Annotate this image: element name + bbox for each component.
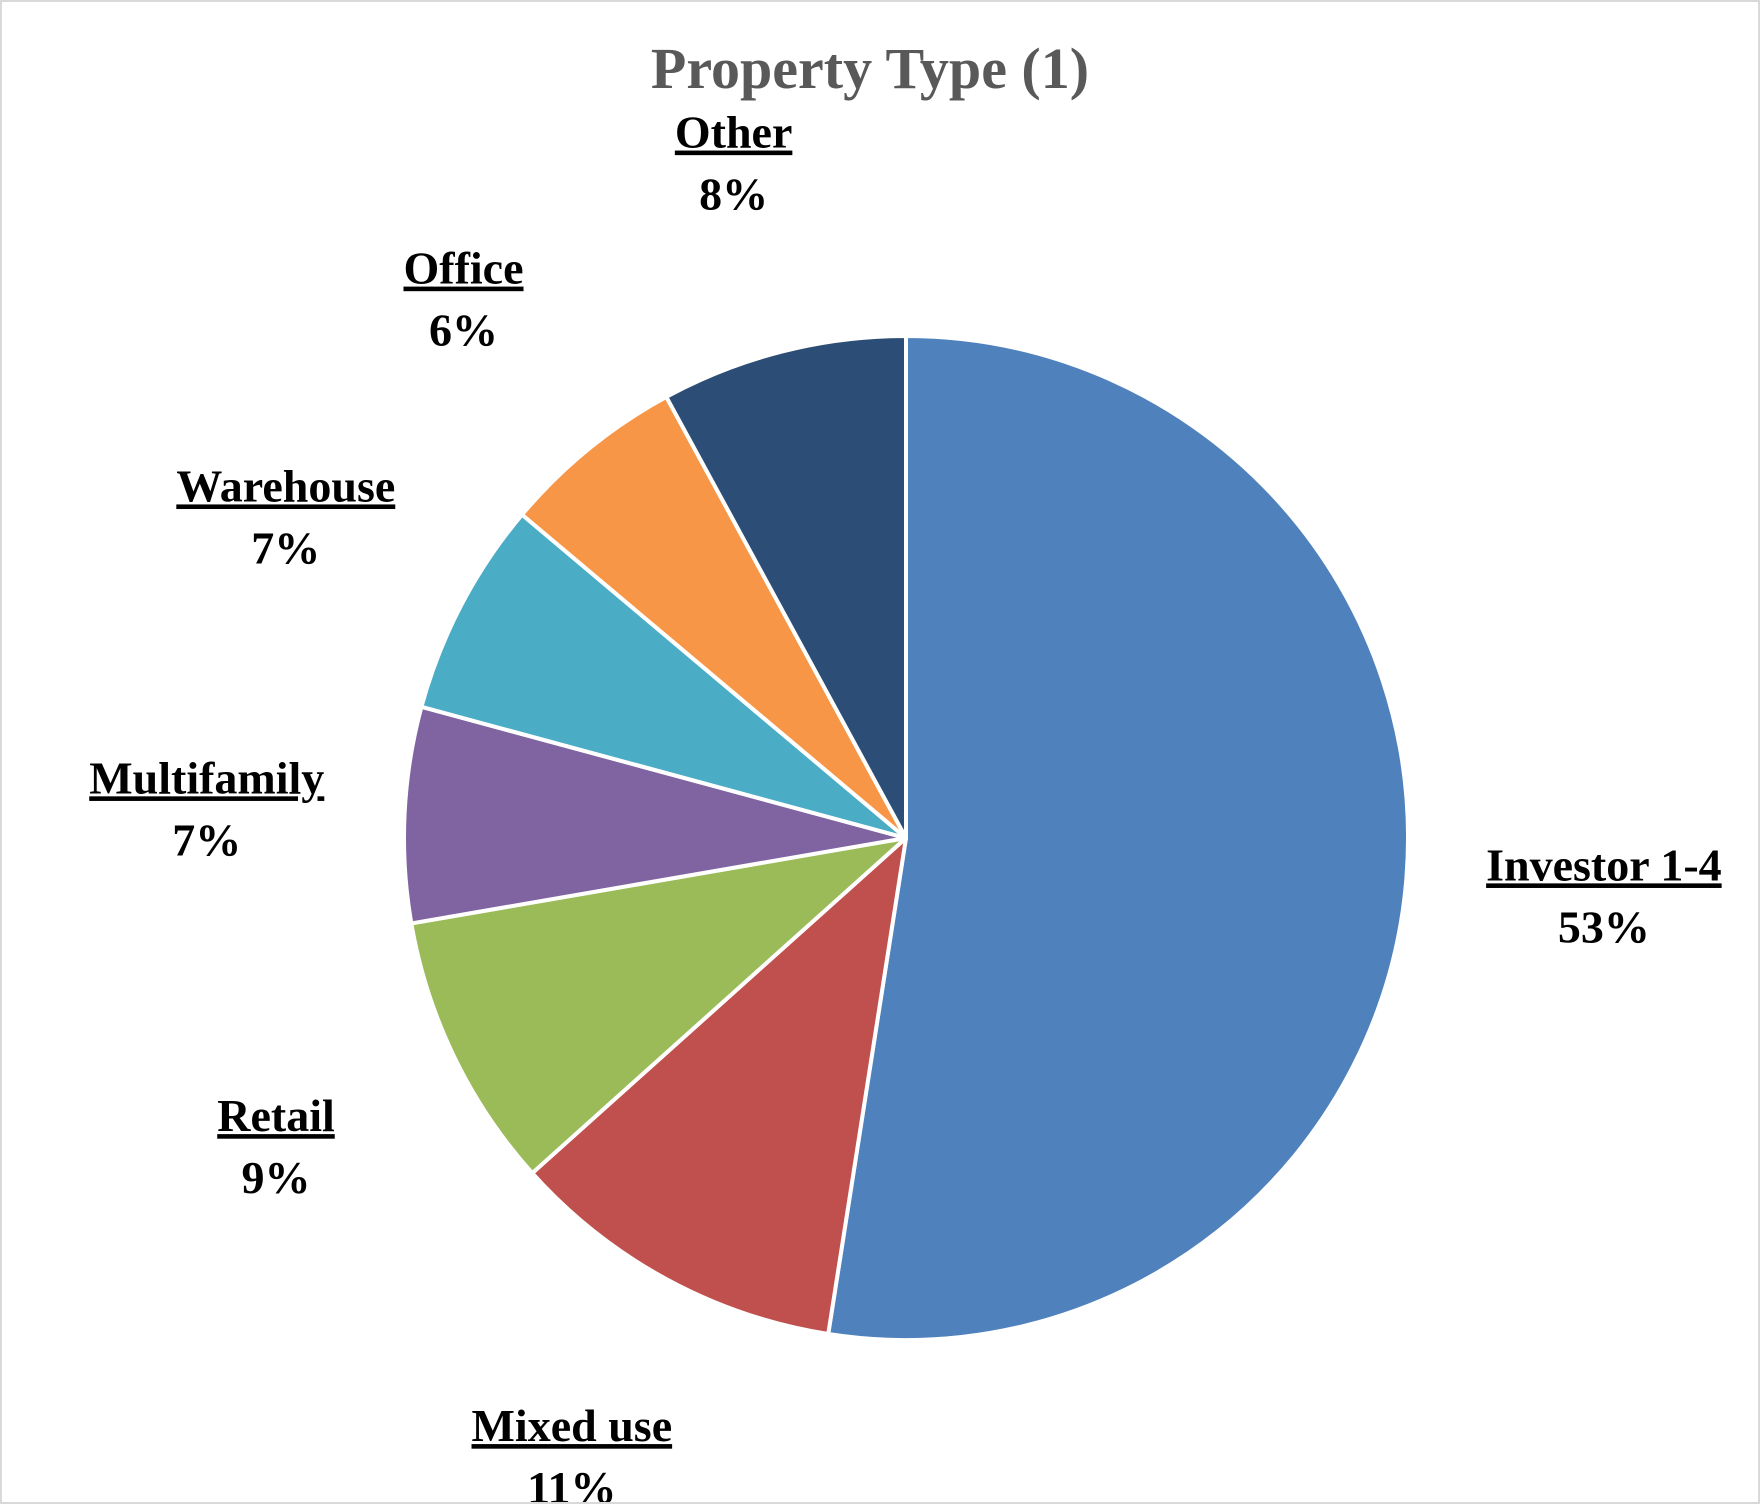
slice-value-other: 8% — [699, 169, 768, 220]
slice-label-other: Other — [675, 107, 793, 158]
pie-slice-investor-1-4 — [826, 334, 1410, 1342]
slice-label-mixed-use: Mixed use — [472, 1400, 673, 1451]
chart-title: Property Type (1) — [651, 36, 1089, 101]
slice-value-investor-1-4: 53% — [1558, 901, 1650, 952]
pie-slices — [402, 334, 1410, 1342]
slice-label-office: Office — [403, 243, 523, 294]
slice-label-investor-1-4: Investor 1-4 — [1486, 839, 1722, 890]
pie-slice-mixed-use — [530, 836, 908, 1336]
slice-value-retail: 9% — [241, 1152, 310, 1203]
slice-value-warehouse: 7% — [251, 522, 320, 573]
pie-slice-multifamily — [402, 704, 908, 926]
pie-slice-warehouse — [419, 512, 908, 840]
slice-value-mixed-use: 11% — [527, 1462, 616, 1502]
pie-labels: Investor 1-4 53% Mixed use 11% Retail 9% Multi… — [89, 107, 1721, 1502]
pie-slice-other — [664, 334, 908, 840]
pie-slice-retail — [409, 836, 908, 1176]
slice-label-retail: Retail — [217, 1090, 335, 1141]
slice-label-multifamily: Multifamily — [89, 752, 324, 803]
slice-value-office: 6% — [429, 305, 498, 356]
pie-slice-office — [520, 394, 908, 840]
slice-label-warehouse: Warehouse — [176, 460, 395, 511]
slice-value-multifamily: 7% — [172, 814, 241, 865]
